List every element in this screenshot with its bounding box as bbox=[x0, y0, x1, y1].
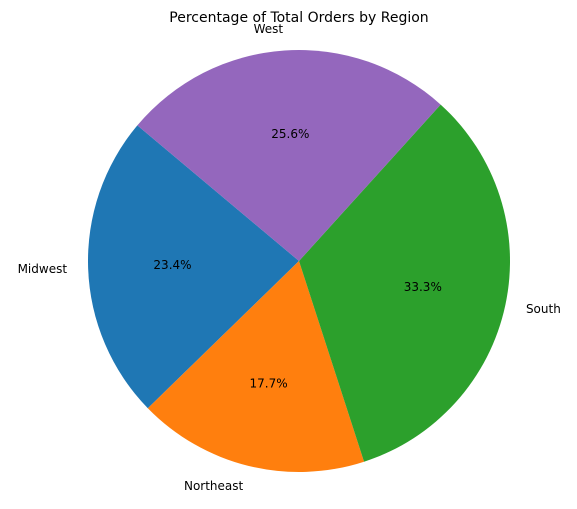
pie-labels: Midwest 23.4% Northeast 17.7% South 33.3% West… bbox=[18, 22, 561, 493]
pie-slice-midwest bbox=[87, 125, 299, 409]
percent-label-south: 33.3% bbox=[404, 280, 442, 294]
category-label-south: South bbox=[526, 302, 561, 316]
category-label-midwest: Midwest bbox=[18, 262, 68, 276]
pie-slice-south bbox=[299, 104, 510, 462]
percent-label-midwest: 23.4% bbox=[153, 258, 191, 272]
pie-slices bbox=[87, 49, 510, 473]
percent-label-northeast: 17.7% bbox=[250, 376, 288, 390]
pie-slice-northeast bbox=[147, 261, 365, 473]
category-label-west: West bbox=[254, 22, 284, 36]
percent-label-west: 25.6% bbox=[271, 127, 309, 141]
pie-slice-west bbox=[137, 49, 441, 261]
category-label-northeast: Northeast bbox=[184, 479, 244, 493]
chart-title: Percentage of Total Orders by Region bbox=[169, 10, 428, 26]
